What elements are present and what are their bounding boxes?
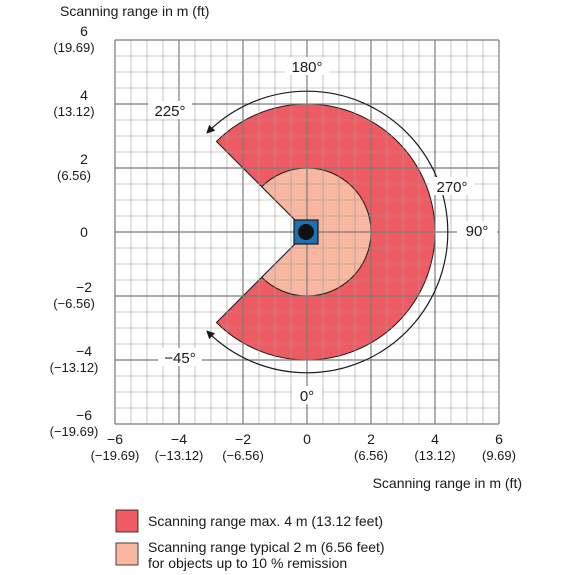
label-bg-90 — [457, 221, 497, 239]
y-tick-label-ft: (−6.56) — [53, 296, 95, 311]
y-tick-label: 4 — [80, 87, 88, 103]
y-tick-label-ft: (6.56) — [57, 168, 91, 183]
label-bg-0 — [292, 386, 322, 404]
x-tick-label-ft: (13.12) — [414, 448, 455, 463]
y-tick-label-ft: (19.69) — [53, 40, 94, 55]
y-tick-label: −6 — [76, 407, 92, 423]
y-tick-label: −4 — [76, 343, 92, 359]
y-tick-label-ft: (−13.12) — [50, 360, 99, 375]
angle-label-90: 90° — [466, 223, 489, 240]
x-tick-label-ft: (6.56) — [354, 448, 388, 463]
label-bg-180 — [285, 57, 329, 75]
legend-label-max: Scanning range max. 4 m (13.12 feet) — [148, 513, 383, 529]
angle-label-0: 0° — [300, 388, 314, 405]
legend-swatch-max — [115, 509, 139, 533]
angle-label-225: 225° — [154, 103, 185, 120]
x-tick-label: 4 — [431, 431, 439, 447]
x-tick-label: −6 — [107, 431, 123, 447]
y-axis-title: Scanning range in m (ft) — [60, 3, 209, 19]
x-tick-label-ft: (−13.12) — [155, 448, 204, 463]
x-tick-label: −2 — [235, 431, 251, 447]
x-tick-label-ft: (9.69) — [482, 448, 516, 463]
y-tick-label-ft: (13.12) — [53, 104, 94, 119]
y-tick-label: 0 — [80, 224, 88, 240]
sensor — [293, 219, 319, 245]
y-tick-label-ft: (−19.69) — [50, 424, 99, 439]
x-axis-title: Scanning range in m (ft) — [373, 475, 522, 491]
label-bg-270 — [430, 177, 474, 195]
legend-label-typical-note: for objects up to 10 % remission — [148, 555, 347, 571]
legend-label-typical: Scanning range typical 2 m (6.56 feet) — [148, 539, 385, 555]
x-tick-label-ft: (−6.56) — [222, 448, 264, 463]
x-tick-label: 2 — [367, 431, 375, 447]
angle-arc — [206, 90, 449, 374]
label-bg-minus45 — [158, 348, 202, 366]
sensor-dot — [298, 224, 314, 240]
x-tick-label: 0 — [303, 431, 311, 447]
angle-labels: 180° 225° 270° 90° −45° 0° — [148, 57, 497, 405]
y-tick-label: 6 — [80, 23, 88, 39]
legend-swatch-typical — [115, 542, 139, 566]
x-tick-label: −4 — [171, 431, 187, 447]
angle-label-270: 270° — [436, 179, 467, 196]
angle-label-minus45: −45° — [164, 350, 195, 367]
x-tick-label-ft: (−19.69) — [91, 448, 140, 463]
label-bg-225 — [148, 101, 192, 119]
x-tick-labels: −6(−19.69) −4(−13.12) −2(−6.56) 0 2(6.56) 4(1… — [91, 431, 516, 463]
y-tick-label: 2 — [80, 151, 88, 167]
x-tick-label: 6 — [495, 431, 503, 447]
legend: Scanning range max. 4 m (13.12 feet) Sca… — [115, 509, 385, 571]
angle-label-180: 180° — [291, 59, 322, 76]
y-tick-labels: (19.69)6 (13.12)4 (6.56)2 0 (−6.56)−2 (−13.12… — [50, 23, 99, 439]
y-tick-label: −2 — [76, 279, 92, 295]
